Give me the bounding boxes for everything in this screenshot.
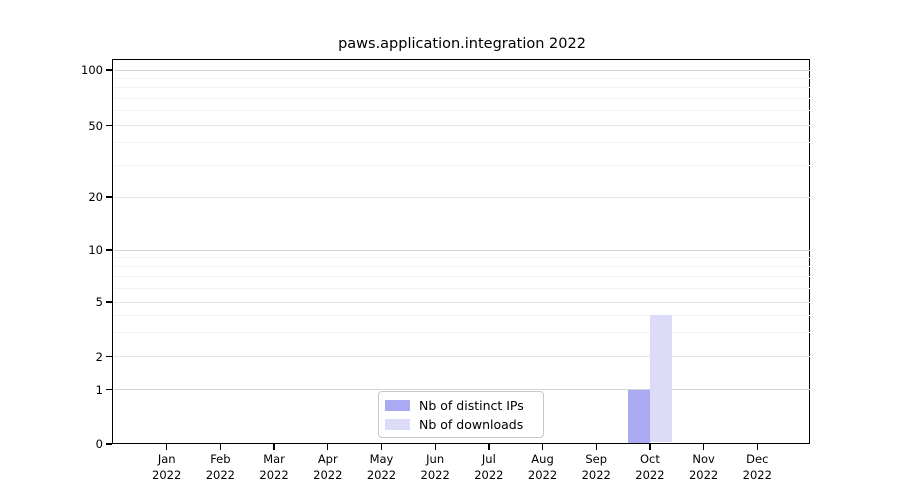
y-tick-label: 2 — [95, 349, 103, 364]
x-tick-mark — [166, 444, 168, 450]
y-tick-mark — [106, 301, 112, 303]
minor-gridline — [114, 314, 810, 316]
minor-gridline — [114, 276, 810, 278]
plot-area — [112, 59, 810, 444]
x-tick-mark — [380, 444, 383, 450]
x-tick-label-line: 2022 — [420, 467, 450, 482]
bar-oct-nb-of-downloads — [649, 315, 672, 443]
major-gridline — [114, 249, 810, 251]
x-tick-label-line: Jun — [426, 452, 445, 466]
x-tick-mark — [273, 444, 275, 450]
x-tick-label: Nov 2022 — [674, 452, 734, 483]
minor-gridline — [114, 87, 810, 89]
x-tick-label: Jan 2022 — [137, 452, 197, 483]
x-tick-label: Jul 2022 — [459, 452, 519, 483]
legend-item: Nb of distinct IPs — [385, 398, 534, 413]
minor-gridline — [114, 356, 810, 357]
chart-title: paws.application.integration 2022 — [338, 36, 586, 52]
x-tick-label-line: May — [369, 452, 394, 466]
x-tick-mark — [649, 444, 651, 450]
minor-gridline — [114, 266, 810, 268]
x-tick-mark — [327, 444, 329, 450]
legend: Nb of distinct IPs Nb of downloads — [378, 391, 544, 438]
x-tick-label-line: 2022 — [313, 467, 343, 482]
legend-item: Nb of downloads — [385, 417, 534, 432]
minor-gridline — [114, 142, 810, 144]
y-tick-mark — [106, 196, 112, 198]
minor-gridline — [114, 257, 810, 259]
major-gridline — [114, 69, 810, 71]
x-tick-label-line: 2022 — [259, 467, 289, 482]
x-tick-label-line: Jan — [157, 452, 176, 466]
y-tick-label: 50 — [88, 118, 103, 133]
x-tick-label: Apr 2022 — [298, 452, 358, 483]
x-tick-mark — [488, 444, 490, 450]
x-tick-label: Jun 2022 — [405, 452, 465, 483]
x-tick-label-line: 2022 — [581, 467, 611, 482]
x-tick-label-line: Nov — [692, 452, 715, 466]
x-tick-label-line: Oct — [639, 452, 660, 466]
y-tick-mark — [106, 388, 112, 391]
x-tick-label-line: 2022 — [205, 467, 236, 482]
minor-gridline — [114, 301, 810, 303]
major-gridline — [114, 389, 810, 390]
x-tick-label-line: Apr — [317, 452, 338, 466]
y-tick-mark — [106, 443, 112, 445]
y-tick-label: 1 — [95, 382, 103, 397]
y-tick-label: 5 — [95, 295, 103, 309]
minor-gridline — [114, 98, 810, 100]
x-tick-label-line: Aug — [531, 452, 554, 466]
x-tick-label-line: Mar — [263, 452, 285, 466]
x-tick-label-line: 2022 — [635, 467, 665, 482]
x-tick-label-line: 2022 — [152, 467, 182, 482]
y-tick-label: 100 — [81, 63, 103, 77]
y-tick-mark — [106, 124, 112, 127]
x-tick-label-line: 2022 — [474, 467, 504, 482]
y-tick-label: 10 — [88, 243, 103, 257]
x-tick-label-line: Feb — [210, 452, 231, 466]
legend-label: Nb of distinct IPs — [419, 398, 524, 413]
x-tick-label-line: Dec — [746, 452, 769, 466]
x-tick-label: May 2022 — [351, 452, 411, 483]
x-tick-label-line: 2022 — [366, 467, 397, 482]
y-tick-mark — [106, 355, 112, 358]
x-tick-label: Oct 2022 — [620, 452, 680, 483]
minor-gridline — [114, 77, 810, 79]
legend-swatch — [385, 418, 410, 431]
x-tick-label-line: Jul — [481, 452, 496, 466]
x-tick-mark — [756, 444, 758, 450]
y-tick-mark — [106, 249, 112, 251]
minor-gridline — [114, 164, 810, 166]
x-tick-mark — [434, 444, 436, 450]
minor-gridline — [114, 110, 810, 112]
x-tick-label-line: 2022 — [527, 467, 558, 482]
x-tick-label: Dec 2022 — [727, 452, 787, 483]
x-tick-label: Mar 2022 — [244, 452, 304, 483]
x-tick-label: Aug 2022 — [513, 452, 573, 483]
x-tick-label-line: 2022 — [688, 467, 719, 482]
bar-oct-nb-of-distinct-ips — [627, 389, 650, 443]
x-tick-label-line: 2022 — [742, 467, 772, 482]
y-tick-label: 0 — [95, 437, 103, 451]
x-tick-mark — [541, 444, 544, 450]
y-tick-label: 20 — [88, 190, 103, 204]
legend-swatch — [385, 399, 410, 412]
x-tick-mark — [703, 444, 705, 450]
y-tick-mark — [106, 69, 112, 71]
minor-gridline — [114, 287, 810, 289]
minor-gridline — [114, 196, 810, 198]
x-tick-label: Feb 2022 — [190, 452, 250, 483]
x-tick-label: Sep 2022 — [566, 452, 626, 483]
legend-label: Nb of downloads — [419, 417, 524, 432]
x-tick-mark — [595, 444, 597, 450]
x-tick-mark — [219, 444, 222, 450]
minor-gridline — [114, 331, 810, 333]
minor-gridline — [114, 125, 810, 126]
x-tick-label-line: Sep — [585, 452, 608, 466]
